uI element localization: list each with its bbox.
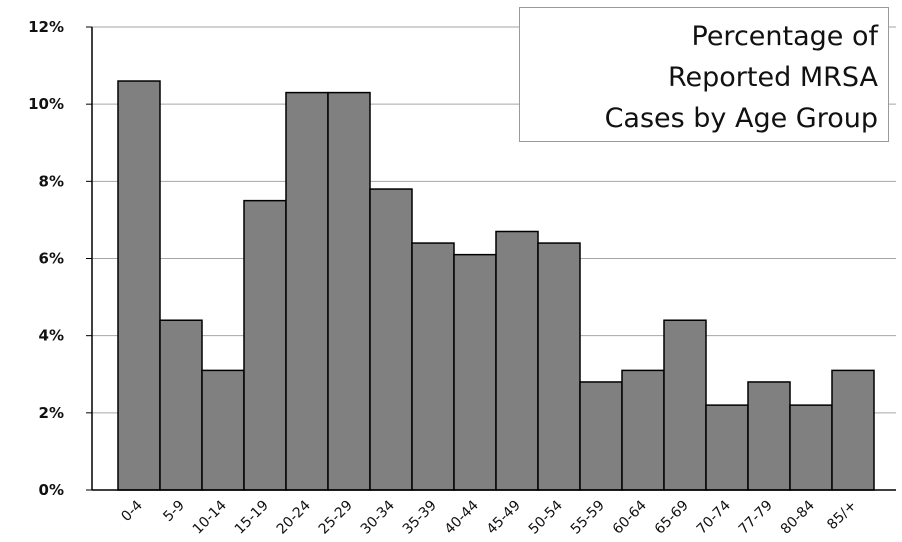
bar-0-4 (117, 80, 161, 491)
x-tick-label: 20-24 (274, 497, 314, 537)
x-tick-label: 45-49 (484, 498, 524, 538)
bar-50-54 (537, 242, 581, 491)
x-tick-labels: 0-4 5-9 10-14 15-19 20-24 25-29 30-34 35-39 40-4… (118, 497, 859, 537)
bar-15-19 (243, 199, 287, 491)
bar-45-49 (495, 230, 539, 491)
y-tick-label: 12% (28, 18, 64, 36)
y-tick-label: 8% (39, 172, 64, 190)
bar-65-69 (663, 319, 707, 491)
axes (86, 26, 896, 491)
bar-5-9 (159, 319, 203, 491)
bar-35-39 (411, 242, 455, 491)
bar-30-34 (369, 188, 413, 491)
bar-77-79 (747, 381, 791, 491)
bar-40-44 (453, 253, 497, 491)
bar-25-29 (327, 91, 371, 491)
x-tick-label: 10-14 (190, 497, 230, 537)
y-tick-labels: 0% 2% 4% 6% 8% 10% 12% (28, 18, 64, 499)
x-tick-label: 0-4 (118, 497, 146, 525)
chart-title-line-2: Reported MRSA (667, 62, 878, 93)
y-tick-label: 0% (39, 481, 64, 499)
y-tick-label: 2% (39, 404, 64, 422)
x-tick-label: 35-39 (400, 498, 440, 538)
x-tick-label: 70-74 (694, 497, 734, 537)
x-tick-label: 50-54 (526, 497, 566, 537)
chart-title-line-3: Cases by Age Group (604, 103, 878, 134)
bars (117, 80, 875, 491)
x-tick-label: 25-29 (316, 498, 356, 538)
x-tick-label: 60-64 (610, 497, 650, 537)
x-tick-label: 15-19 (232, 498, 272, 538)
bar-60-64 (621, 369, 665, 491)
bar-20-24 (285, 91, 329, 491)
y-tick-label: 4% (39, 327, 64, 345)
bar-80-84 (789, 404, 833, 491)
x-tick-label: 30-34 (358, 497, 398, 537)
bar-85/+ (831, 369, 875, 491)
x-tick-label: 80-84 (778, 497, 818, 537)
x-tick-label: 40-44 (442, 497, 482, 537)
x-tick-label: 85/+ (824, 498, 860, 534)
x-tick-label: 55-59 (568, 498, 608, 538)
x-tick-label: 65-69 (652, 498, 692, 538)
x-tick-label: 77-79 (736, 498, 776, 538)
bar-55-59 (579, 381, 623, 491)
y-tick-label: 6% (39, 250, 64, 268)
bar-70-74 (705, 404, 749, 491)
chart-title-line-1: Percentage of (691, 21, 879, 52)
bar-10-14 (201, 369, 245, 491)
chart-title-box: Percentage of Reported MRSA Cases by Age… (519, 7, 889, 142)
y-tick-label: 10% (28, 95, 64, 113)
x-tick-label: 5-9 (160, 498, 187, 525)
